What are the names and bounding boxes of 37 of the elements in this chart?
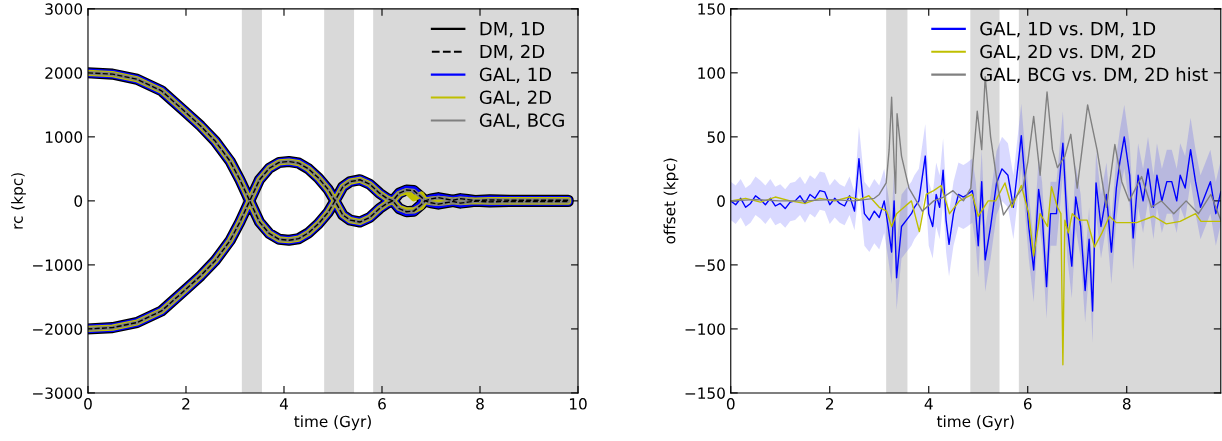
x-tick-label: 2 [182, 398, 190, 410]
y-tick-label: 150 [698, 3, 725, 15]
x-axis-title: time (Gyr) [294, 415, 371, 431]
y-tick-label: −50 [695, 259, 725, 271]
legend-label: DM, 1D [480, 22, 545, 38]
x-tick-label: 8 [476, 398, 484, 410]
x-tick-label: 6 [1023, 398, 1032, 410]
y-tick-label: −150 [685, 387, 725, 399]
legend-label: GAL, BCG vs. DM, 2D hist [980, 67, 1208, 84]
y-tick-label: −2000 [33, 323, 83, 335]
x-tick-label: 0 [84, 398, 92, 410]
y-tick-label: −100 [685, 323, 725, 335]
legend-label: DM, 2D [480, 44, 545, 61]
y-tick-label: 100 [698, 67, 725, 79]
y-tick-label: 50 [707, 131, 725, 143]
x-tick-label: 2 [826, 398, 834, 410]
legend-label: GAL, BCG [479, 113, 564, 129]
y-tick-label: −3000 [33, 387, 83, 399]
y-tick-label: −1000 [33, 259, 83, 271]
y-axis-title: rc (kpc) [11, 173, 26, 229]
x-tick-label: 4 [279, 398, 288, 410]
x-tick-label: 4 [924, 398, 933, 410]
legend-label: GAL, 2D vs. DM, 2D [980, 44, 1156, 61]
y-tick-label: 2000 [45, 67, 83, 79]
x-axis-title: time (Gyr) [936, 415, 1014, 431]
legend-label: GAL, 2D [479, 90, 552, 106]
x-tick-label: 0 [726, 398, 735, 410]
x-tick-label: 8 [1122, 398, 1131, 410]
legend-label: GAL, 1D [479, 67, 552, 84]
y-tick-label: 1000 [45, 131, 83, 143]
y-tick-label: 0 [717, 195, 725, 207]
x-tick-label: 6 [378, 398, 386, 410]
y-tick-label: 3000 [45, 3, 83, 15]
x-tick-label: 10 [569, 398, 587, 410]
y-axis-title: offset (kpc) [663, 158, 679, 244]
legend-label: GAL, 1D vs. DM, 1D [980, 21, 1156, 38]
y-tick-label: 0 [74, 195, 83, 207]
